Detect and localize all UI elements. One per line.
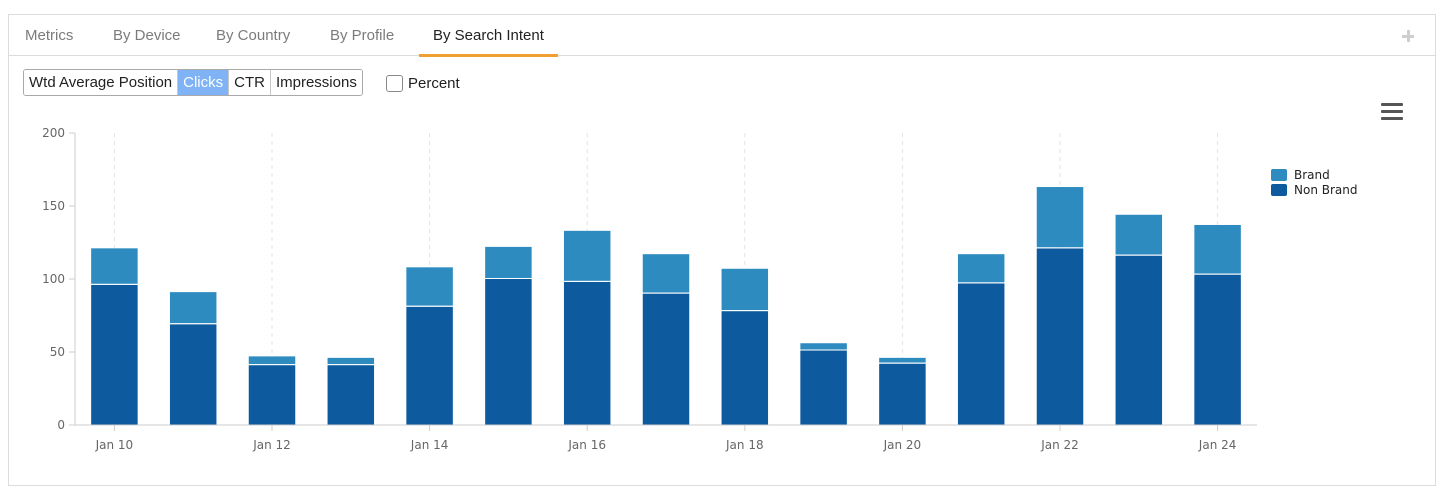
plus-icon[interactable]	[1401, 29, 1415, 43]
bar-brand	[91, 248, 138, 284]
bar-non-brand	[800, 350, 847, 425]
x-tick-label: Jan 24	[1198, 438, 1237, 452]
ctr-button[interactable]: CTR	[229, 70, 271, 95]
bar-brand	[169, 292, 217, 324]
hamburger-menu-icon[interactable]	[1381, 103, 1403, 121]
x-tick-label: Jan 18	[725, 438, 764, 452]
bar-non-brand	[1194, 274, 1241, 425]
tab-label: By Country	[216, 27, 291, 44]
bar-non-brand	[642, 293, 690, 425]
y-tick-label: 150	[42, 199, 65, 213]
legend-swatch	[1271, 169, 1287, 181]
impressions-button[interactable]: Impressions	[270, 70, 362, 95]
x-tick-label: Jan 16	[567, 438, 606, 452]
bar-non-brand	[721, 311, 769, 425]
tab-label: By Device	[113, 27, 181, 44]
y-tick-label: 0	[57, 418, 65, 432]
tab-label: By Search Intent	[433, 27, 544, 44]
tab-metrics[interactable]: Metrics	[25, 15, 73, 56]
legend-swatch	[1271, 184, 1287, 196]
wtd-average-position-button[interactable]: Wtd Average Position	[24, 70, 179, 95]
bar-brand	[800, 343, 847, 350]
bar-brand	[1115, 214, 1163, 255]
bar-brand	[563, 230, 611, 281]
tab-bar: Metrics By Device By Country By Profile …	[9, 15, 1435, 57]
bar-non-brand	[91, 284, 138, 425]
bar-brand	[957, 254, 1005, 283]
x-tick-label: Jan 12	[252, 438, 291, 452]
bar-brand	[642, 254, 690, 293]
stacked-bar-chart: 0 50 100 150 200 Jan 10 Jan 12 Jan 14 Jan 16 Jan …	[42, 126, 1357, 452]
bar-brand	[1036, 187, 1084, 248]
clicks-button[interactable]: Clicks	[178, 70, 230, 95]
x-tick-label: Jan 10	[95, 438, 134, 452]
bar-non-brand	[327, 365, 375, 425]
tab-by-search-intent[interactable]: By Search Intent	[419, 15, 558, 57]
percent-label: Percent	[408, 74, 460, 92]
tab-by-device[interactable]: By Device	[113, 15, 181, 56]
bar-non-brand	[485, 279, 532, 425]
tab-label: By Profile	[330, 27, 395, 44]
bar-non-brand	[248, 365, 296, 425]
tab-by-profile[interactable]: By Profile	[330, 15, 394, 56]
bar-brand	[721, 268, 769, 311]
bar-non-brand	[406, 306, 453, 425]
bar-non-brand	[563, 281, 611, 425]
bar-non-brand	[957, 283, 1005, 425]
x-tick-label: Jan 14	[410, 438, 449, 452]
bar-brand	[406, 267, 453, 306]
chart-panel: Metrics By Device By Country By Profile …	[8, 14, 1436, 486]
y-tick-label: 50	[50, 345, 65, 359]
bar-brand	[879, 357, 926, 363]
percent-checkbox[interactable]	[386, 74, 403, 92]
bar-non-brand	[169, 324, 217, 425]
bar-non-brand	[879, 363, 926, 425]
bar-brand	[1194, 224, 1241, 274]
bar-brand	[248, 356, 296, 365]
bar-brand	[327, 357, 375, 365]
tab-by-country[interactable]: By Country	[216, 15, 290, 56]
x-tick-label: Jan 22	[1040, 438, 1079, 452]
bar-non-brand	[1036, 248, 1084, 425]
y-tick-label: 200	[42, 126, 65, 140]
bar-non-brand	[1115, 255, 1163, 425]
metric-button-group: Wtd Average Position Clicks CTR Impressi…	[23, 69, 363, 96]
legend-label: Non Brand	[1294, 183, 1357, 197]
x-tick-label: Jan 20	[883, 438, 922, 452]
legend-label: Brand	[1294, 168, 1330, 182]
tab-label: Metrics	[25, 27, 74, 44]
y-tick-label: 100	[42, 272, 65, 286]
bar-brand	[485, 246, 532, 278]
percent-toggle: Percent	[386, 73, 460, 93]
active-tab-underline	[419, 54, 558, 57]
